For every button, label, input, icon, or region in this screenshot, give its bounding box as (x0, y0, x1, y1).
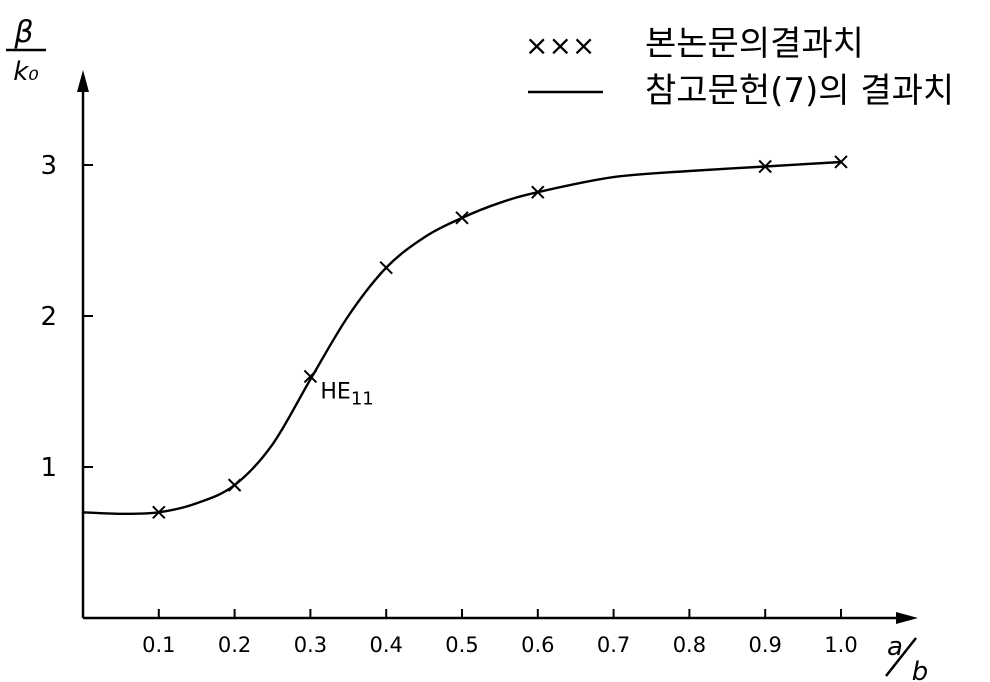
legend: ××× 본논문의결과치 참고문헌(7)의 결과치 (525, 24, 954, 111)
axes (77, 70, 918, 624)
data-point-marker (531, 185, 545, 199)
y-tick-label: 2 (40, 302, 57, 332)
x-tick-label: 0.4 (369, 633, 402, 657)
x-label-numerator: a (887, 632, 903, 662)
x-axis-label: a b (885, 632, 929, 682)
annotation-main: HE (320, 379, 350, 404)
data-point-marker (152, 505, 166, 520)
y-axis-arrow (77, 70, 89, 92)
x-label-denominator: b (912, 657, 929, 682)
y-axis-label: β k₀ (6, 15, 46, 87)
data-point-marker (834, 155, 848, 169)
x-tick-label: 0.7 (597, 633, 630, 657)
x-tick-label: 0.3 (294, 633, 327, 657)
x-ticks: 0.1 0.2 0.3 0.4 0.5 0.6 0.7 0.8 0.9 1.0 (142, 609, 858, 657)
data-point-marker (758, 159, 772, 174)
annotation-subscript: 11 (351, 388, 374, 409)
y-ticks: 1 2 3 (40, 151, 93, 483)
data-point-marker (455, 211, 469, 225)
y-tick-label: 3 (40, 151, 57, 181)
annotation-text: HE11 (320, 379, 373, 409)
x-tick-label: 0.6 (521, 633, 554, 657)
y-label-numerator: β (13, 15, 33, 50)
x-tick-label: 1.0 (824, 633, 857, 657)
y-label-denominator: k₀ (13, 57, 39, 87)
series-line-reference (81, 160, 843, 516)
x-tick-label: 0.8 (673, 633, 706, 657)
x-tick-label: 0.2 (218, 633, 251, 657)
x-axis-arrow (896, 612, 918, 624)
data-point-marker (303, 369, 318, 384)
legend-label-reference: 참고문헌(7)의 결과치 (645, 71, 954, 111)
x-label-fraction-bar (885, 637, 917, 677)
y-tick-label: 1 (40, 453, 57, 483)
legend-marker-crosses: ××× (525, 29, 595, 62)
x-tick-label: 0.1 (142, 633, 175, 657)
series-markers (152, 155, 848, 520)
legend-label-this-paper: 본논문의결과치 (645, 24, 864, 64)
x-tick-label: 0.9 (748, 633, 781, 657)
annotation-he11: HE11 (320, 379, 373, 409)
data-point-marker (227, 478, 242, 492)
x-tick-label: 0.5 (445, 633, 478, 657)
data-point-marker (379, 260, 393, 275)
